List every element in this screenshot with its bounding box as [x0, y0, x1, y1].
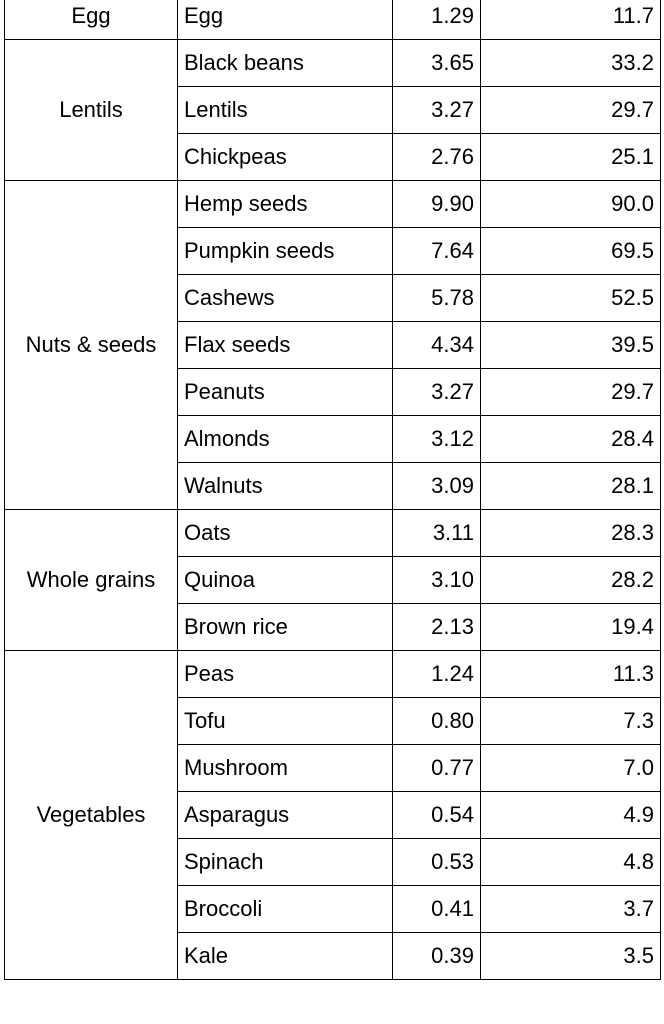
food-name-cell: Mushroom	[177, 744, 393, 792]
table-row: Mushroom 0.77 7.0	[5, 744, 661, 792]
category-cell: Lentils	[4, 39, 178, 181]
table-row: Tofu 0.80 7.3	[5, 697, 661, 745]
food-name-cell: Black beans	[177, 39, 393, 87]
food-name-cell: Asparagus	[177, 791, 393, 839]
table-row: Kale 0.39 3.5	[5, 932, 661, 980]
value-cell: 3.27	[392, 86, 481, 134]
food-name-cell: Almonds	[177, 415, 393, 463]
table-row: Vegetables Peas 1.24 11.3	[4, 650, 661, 980]
value-cell: 52.5	[480, 274, 661, 322]
value-cell: 19.4	[480, 603, 661, 651]
value-cell: 9.90	[392, 180, 481, 228]
food-name-cell: Flax seeds	[177, 321, 393, 369]
value-cell: 4.9	[480, 791, 661, 839]
value-cell: 3.65	[392, 39, 481, 87]
table-row: Lentils 3.27 29.7	[5, 86, 661, 134]
value-cell: 3.12	[392, 415, 481, 463]
food-name-cell: Chickpeas	[177, 133, 393, 181]
value-cell: 0.53	[392, 838, 481, 886]
value-cell: 0.39	[392, 932, 481, 980]
protein-table-body: Egg Egg 1.29 11.7 Lentils Black beans 3.65 33.2…	[4, 0, 661, 980]
food-name-cell: Walnuts	[177, 462, 393, 510]
value-cell: 0.80	[392, 697, 481, 745]
table-row: Cashews 5.78 52.5	[5, 274, 661, 322]
value-cell: 3.5	[480, 932, 661, 980]
table-row: Peanuts 3.27 29.7	[5, 368, 661, 416]
value-cell: 11.3	[480, 650, 661, 698]
value-cell: 7.3	[480, 697, 661, 745]
value-cell: 1.29	[392, 0, 481, 40]
value-cell: 25.1	[480, 133, 661, 181]
value-cell: 3.7	[480, 885, 661, 933]
value-cell: 3.09	[392, 462, 481, 510]
food-name-cell: Kale	[177, 932, 393, 980]
table-row: Lentils Black beans 3.65 33.2	[4, 39, 661, 181]
protein-table: Egg Egg 1.29 11.7 Lentils Black beans 3.65 33.2…	[4, 0, 661, 980]
food-name-cell: Spinach	[177, 838, 393, 886]
value-cell: 39.5	[480, 321, 661, 369]
food-name-cell: Pumpkin seeds	[177, 227, 393, 275]
value-cell: 3.27	[392, 368, 481, 416]
table-row: Flax seeds 4.34 39.5	[5, 321, 661, 369]
food-name-cell: Peas	[177, 650, 393, 698]
value-cell: 3.11	[392, 509, 481, 557]
table-row: Quinoa 3.10 28.2	[5, 556, 661, 604]
category-cell: Vegetables	[4, 650, 178, 980]
category-cell: Egg	[4, 0, 178, 40]
table-row: Spinach 0.53 4.8	[5, 838, 661, 886]
food-name-cell: Brown rice	[177, 603, 393, 651]
value-cell: 29.7	[480, 86, 661, 134]
table-row: Broccoli 0.41 3.7	[5, 885, 661, 933]
food-name-cell: Hemp seeds	[177, 180, 393, 228]
value-cell: 69.5	[480, 227, 661, 275]
value-cell: 0.54	[392, 791, 481, 839]
table-row: Nuts & seeds Hemp seeds 9.90 90.0	[4, 180, 661, 510]
food-name-cell: Oats	[177, 509, 393, 557]
table-row: Whole grains Oats 3.11 28.3	[4, 509, 661, 651]
value-cell: 28.4	[480, 415, 661, 463]
value-cell: 5.78	[392, 274, 481, 322]
value-cell: 1.24	[392, 650, 481, 698]
value-cell: 33.2	[480, 39, 661, 87]
value-cell: 29.7	[480, 368, 661, 416]
value-cell: 28.2	[480, 556, 661, 604]
value-cell: 4.8	[480, 838, 661, 886]
value-cell: 3.10	[392, 556, 481, 604]
category-cell: Whole grains	[4, 509, 178, 651]
value-cell: 28.1	[480, 462, 661, 510]
value-cell: 2.76	[392, 133, 481, 181]
value-cell: 28.3	[480, 509, 661, 557]
value-cell: 4.34	[392, 321, 481, 369]
value-cell: 11.7	[480, 0, 661, 40]
food-name-cell: Peanuts	[177, 368, 393, 416]
table-row: Almonds 3.12 28.4	[5, 415, 661, 463]
table-row: Egg Egg 1.29 11.7	[4, 0, 661, 40]
category-cell: Nuts & seeds	[4, 180, 178, 510]
food-name-cell: Egg	[177, 0, 393, 40]
food-name-cell: Lentils	[177, 86, 393, 134]
food-name-cell: Broccoli	[177, 885, 393, 933]
value-cell: 7.64	[392, 227, 481, 275]
value-cell: 0.41	[392, 885, 481, 933]
value-cell: 7.0	[480, 744, 661, 792]
table-row: Walnuts 3.09 28.1	[5, 462, 661, 510]
food-name-cell: Tofu	[177, 697, 393, 745]
table-row: Asparagus 0.54 4.9	[5, 791, 661, 839]
value-cell: 2.13	[392, 603, 481, 651]
food-name-cell: Cashews	[177, 274, 393, 322]
value-cell: 90.0	[480, 180, 661, 228]
value-cell: 0.77	[392, 744, 481, 792]
food-name-cell: Quinoa	[177, 556, 393, 604]
